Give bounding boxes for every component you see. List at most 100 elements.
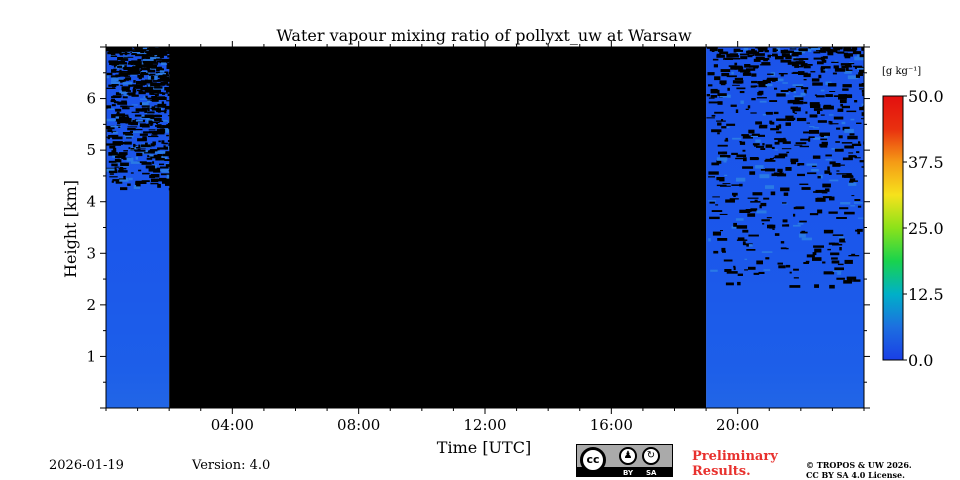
speckle-cell [106,87,116,89]
speckle-cell [827,51,834,56]
speckle-cell [811,169,819,172]
speckle-cell [748,129,755,134]
speckle-cell [781,148,792,150]
speckle-cell [835,51,845,54]
speckle-cell [820,138,828,141]
speckle-cell [161,151,172,154]
speckle-cell [143,96,146,98]
speckle-cell [719,51,728,55]
speckle-cell [137,138,147,142]
speckle-cell [106,72,113,76]
speckle-cell [858,72,863,76]
speckle-cell [108,49,112,53]
speckle-cell [125,47,133,50]
speckle-cell [803,131,811,134]
speckle-cell [829,161,836,165]
chart-title: Water vapour mixing ratio of pollyxt_uw … [276,26,692,45]
speckle-cell [844,55,851,59]
speckle-cell [119,53,123,56]
speckle-cell [741,134,749,137]
speckle-cell [121,86,131,89]
speckle-cell [750,208,758,212]
speckle-cell [148,120,153,125]
speckle-cell [717,122,722,126]
speckle-cell [764,50,769,53]
speckle-cell [157,183,161,188]
speckle-cell [126,79,129,81]
speckle-cell [142,47,148,50]
speckle-cell [831,61,839,63]
speckle-cell [754,85,758,88]
speckle-cell [106,75,110,79]
speckle-cell [117,155,126,159]
speckle-cell [839,99,847,104]
speckle-cell [728,65,737,67]
speckle-cell [848,182,857,186]
speckle-cell [158,49,165,53]
speckle-cell [781,53,790,57]
speckle-cell [761,47,768,51]
speckle-cell [750,112,757,114]
speckle-cell [780,90,789,92]
speckle-cell [798,65,804,68]
speckle-cell [814,94,818,96]
speckle-cell [789,271,792,274]
speckle-cell [815,189,826,193]
speckle-cell [769,158,774,160]
speckle-cell [809,130,819,134]
speckle-cell [832,72,837,75]
speckle-cell [710,95,718,98]
speckle-cell [147,100,151,103]
speckle-cell [124,52,128,56]
speckle-cell [165,164,172,167]
speckle-cell [717,238,728,241]
speckle-cell [821,191,828,194]
speckle-cell [112,147,117,152]
speckle-cell [769,100,778,102]
speckle-cell [748,266,756,270]
speckle-cell [740,53,750,56]
speckle-cell [111,163,118,167]
speckle-cell [152,121,160,123]
speckle-cell [823,135,828,139]
speckle-cell [861,90,864,93]
speckle-cell [851,47,858,51]
speckle-cell [159,70,165,73]
speckle-cell [744,269,748,271]
speckle-cell [733,194,736,197]
speckle-cell [753,272,760,275]
speckle-cell [790,158,799,163]
speckle-cell [767,73,774,75]
speckle-cell [125,132,129,134]
speckle-cell [796,117,807,122]
speckle-cell [750,85,756,88]
speckle-cell [721,126,727,129]
speckle-cell [145,142,148,146]
speckle-cell [832,270,842,272]
speckle-cell [119,72,131,75]
speckle-cell [129,130,133,134]
speckle-cell [131,94,139,97]
speckle-cell [117,57,123,61]
speckle-cell [854,157,861,159]
speckle-cell [829,179,839,182]
speckle-cell [122,82,133,85]
speckle-cell [742,241,746,245]
speckle-cell [154,52,161,56]
speckle-cell [159,92,164,94]
speckle-cell [711,114,716,117]
speckle-cell [747,50,757,55]
speckle-cell [732,84,740,86]
speckle-cell [814,248,822,253]
speckle-cell [778,153,788,157]
speckle-cell [761,251,773,253]
speckle-cell [731,152,738,155]
speckle-cell [152,167,161,172]
speckle-cell [707,72,715,76]
speckle-cell [129,70,140,75]
speckle-cell [152,107,159,111]
x-tick-label: 08:00 [337,416,380,434]
speckle-cell [827,83,837,87]
x-axis-ticks: 04:00 08:00 12:00 16:00 20:00 [105,41,865,434]
speckle-cell [123,66,131,70]
